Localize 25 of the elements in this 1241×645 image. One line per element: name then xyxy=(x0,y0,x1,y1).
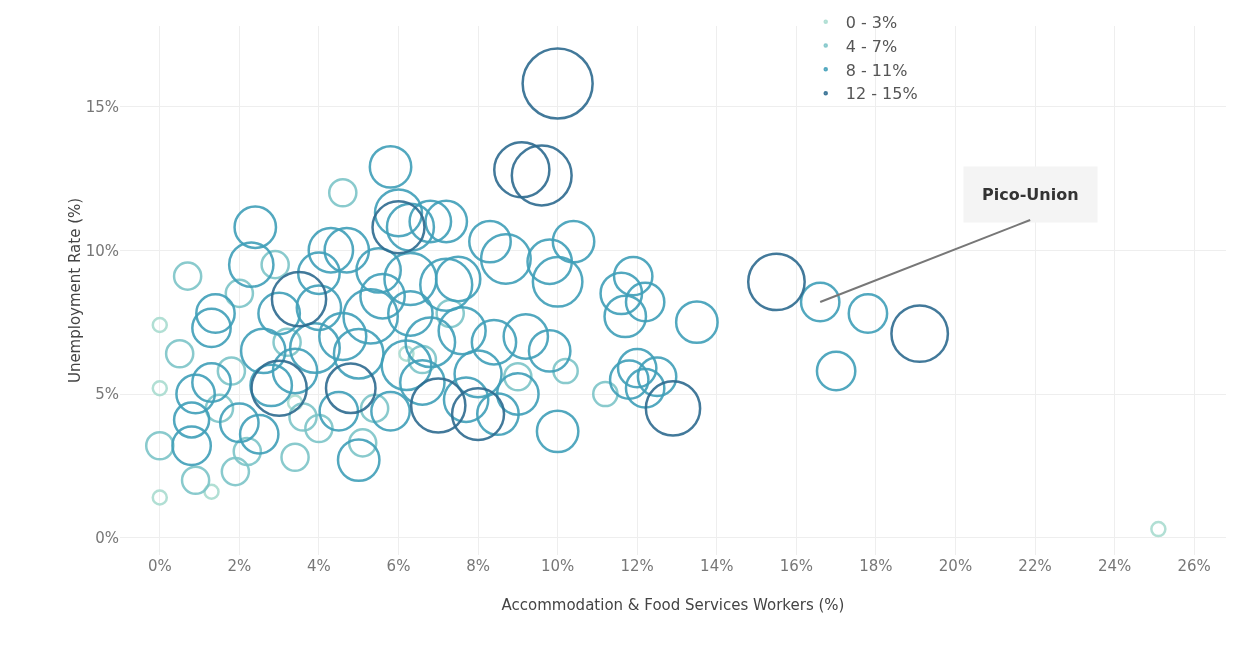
x-tick-label: 22% xyxy=(1018,557,1052,575)
legend-label: 0 - 3% xyxy=(845,12,898,32)
x-tick-label: 6% xyxy=(386,557,411,575)
x-tick-label: 10% xyxy=(540,557,575,575)
legend-label: 8 - 11% xyxy=(845,60,908,80)
y-tick-label: 10% xyxy=(85,241,119,260)
y-tick-label: 5% xyxy=(95,385,119,404)
x-tick-label: 12% xyxy=(620,557,654,575)
y-axis-title: Unemployment Rate (%) xyxy=(65,197,84,384)
y-tick-label: 0% xyxy=(95,529,119,547)
x-tick-label: 14% xyxy=(700,557,734,575)
annotation: Pico-Union xyxy=(982,185,1079,204)
x-tick-label: 20% xyxy=(938,557,973,575)
x-tick-label: 18% xyxy=(859,557,893,575)
x-tick-label: 24% xyxy=(1097,557,1132,575)
legend-label: 4 - 7% xyxy=(845,36,898,56)
x-tick-label: 2% xyxy=(227,557,252,575)
x-tick-label: 26% xyxy=(1177,557,1211,575)
x-tick-label: 0% xyxy=(147,557,172,575)
x-tick-label: 8% xyxy=(466,557,490,575)
x-tick-label: 16% xyxy=(779,557,813,575)
legend-label: 12 - 15% xyxy=(845,84,918,104)
y-tick-label: 15% xyxy=(85,97,119,116)
x-tick-label: 4% xyxy=(307,557,331,575)
x-axis-title: Accommodation & Food Services Workers (%) xyxy=(501,596,845,614)
